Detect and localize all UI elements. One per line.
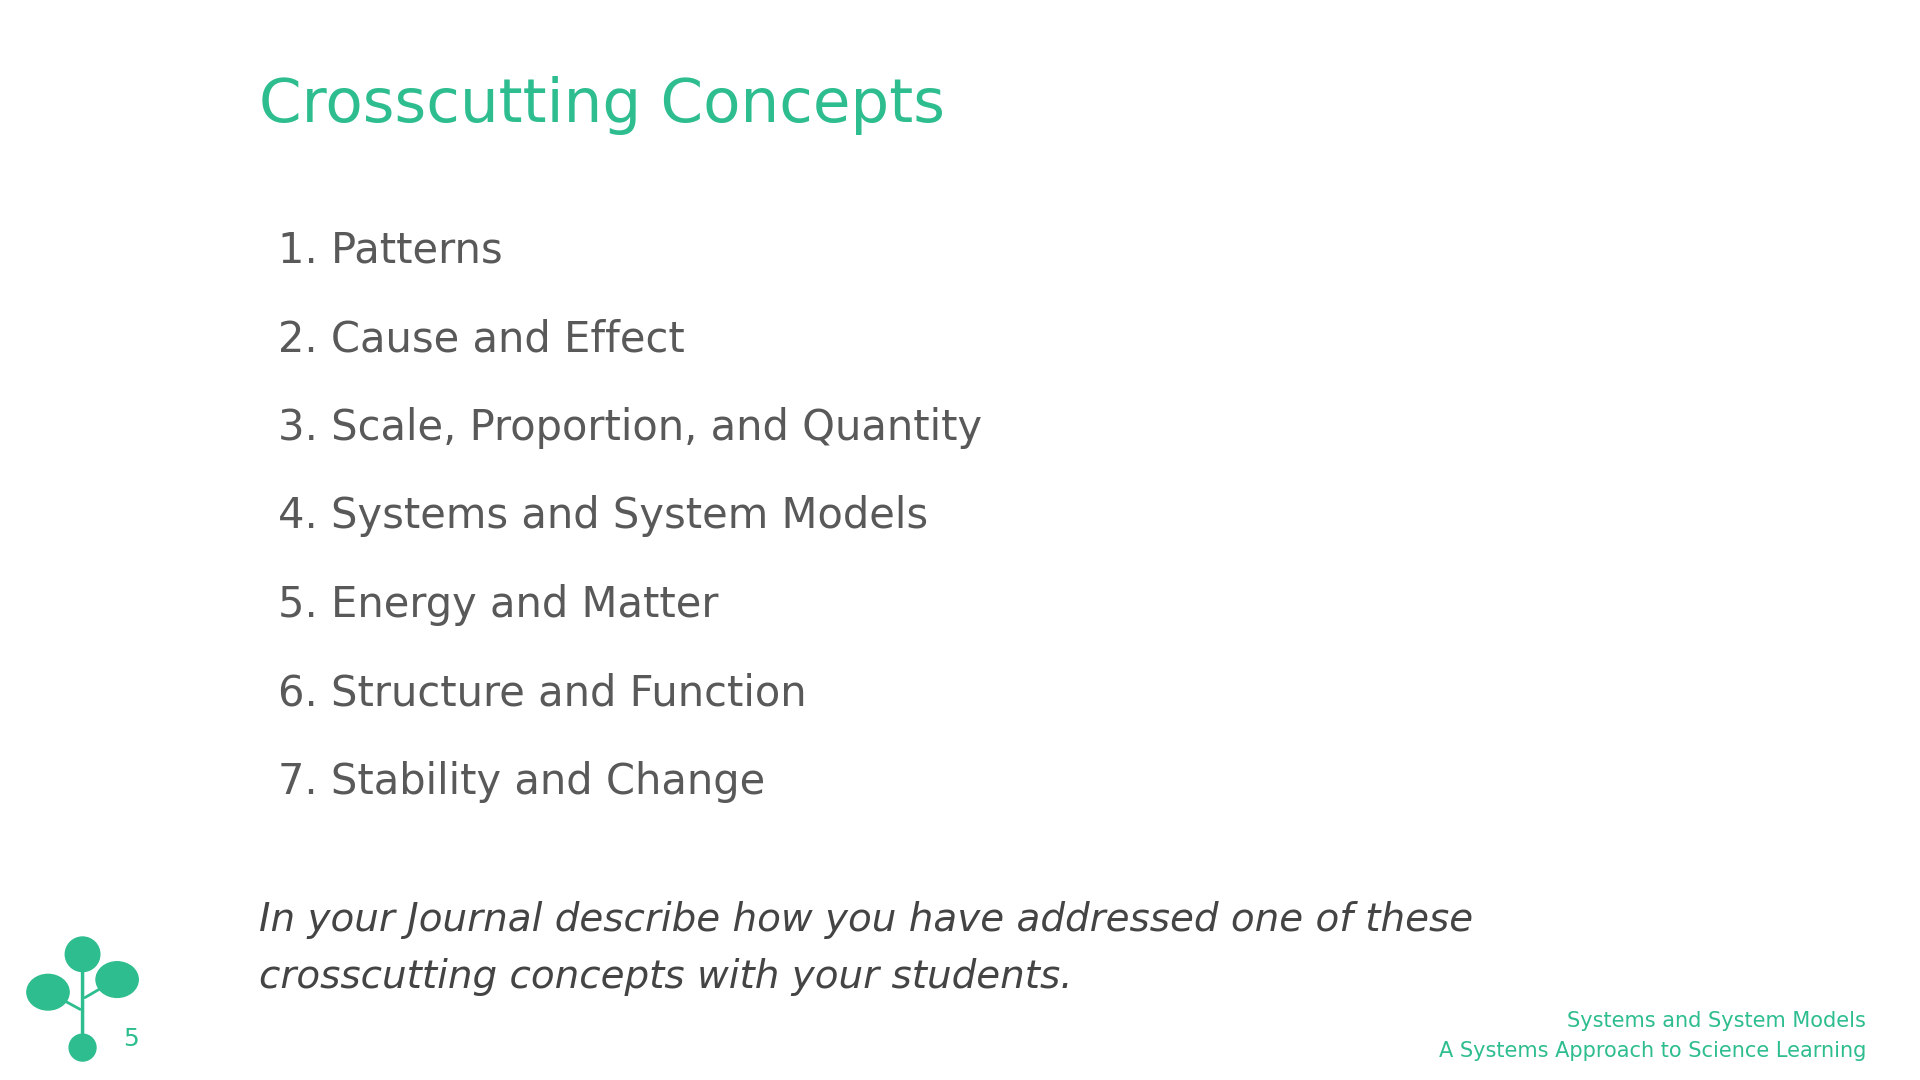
Text: 1. Patterns: 1. Patterns	[278, 230, 503, 271]
Text: 4. Systems and System Models: 4. Systems and System Models	[278, 496, 929, 537]
Text: 2. Cause and Effect: 2. Cause and Effect	[278, 319, 685, 360]
Ellipse shape	[69, 1035, 96, 1061]
Text: 3. Scale, Proportion, and Quantity: 3. Scale, Proportion, and Quantity	[278, 407, 983, 448]
Ellipse shape	[27, 974, 69, 1010]
Text: 6. Structure and Function: 6. Structure and Function	[278, 673, 806, 714]
Text: 7. Stability and Change: 7. Stability and Change	[278, 761, 766, 802]
Text: A Systems Approach to Science Learning: A Systems Approach to Science Learning	[1438, 1041, 1866, 1061]
Ellipse shape	[65, 937, 100, 972]
Ellipse shape	[96, 961, 138, 998]
Text: crosscutting concepts with your students.: crosscutting concepts with your students…	[259, 958, 1073, 997]
Text: Systems and System Models: Systems and System Models	[1567, 1011, 1866, 1030]
Text: Crosscutting Concepts: Crosscutting Concepts	[259, 76, 945, 135]
Text: 5: 5	[123, 1027, 138, 1051]
Text: 5. Energy and Matter: 5. Energy and Matter	[278, 584, 718, 625]
Text: In your Journal describe how you have addressed one of these: In your Journal describe how you have ad…	[259, 901, 1473, 940]
